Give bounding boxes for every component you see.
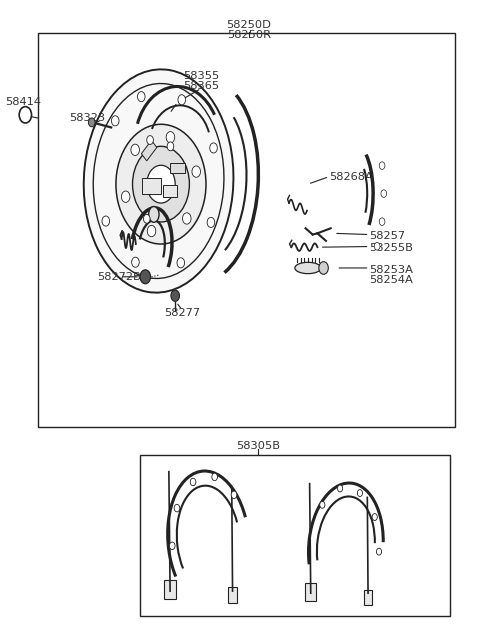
Bar: [364, 590, 372, 605]
Circle shape: [178, 95, 186, 105]
Circle shape: [102, 216, 109, 226]
Circle shape: [376, 548, 382, 555]
Circle shape: [372, 513, 377, 520]
Ellipse shape: [149, 206, 159, 222]
Circle shape: [19, 106, 32, 123]
Circle shape: [137, 92, 145, 102]
Bar: [228, 587, 238, 603]
Ellipse shape: [93, 84, 224, 279]
Circle shape: [357, 490, 362, 496]
Circle shape: [147, 225, 156, 237]
Circle shape: [166, 132, 175, 143]
Circle shape: [167, 142, 174, 151]
Text: 58305B: 58305B: [236, 441, 280, 451]
Text: 58414: 58414: [5, 97, 41, 107]
Circle shape: [319, 261, 328, 274]
Text: 58250D: 58250D: [226, 20, 271, 30]
Text: 58323: 58323: [70, 113, 106, 123]
Bar: [142, 178, 161, 194]
Circle shape: [212, 473, 217, 480]
Circle shape: [147, 165, 175, 203]
Bar: [38, 33, 455, 427]
Ellipse shape: [84, 70, 233, 292]
Circle shape: [379, 218, 385, 225]
Circle shape: [374, 242, 380, 250]
Circle shape: [88, 118, 95, 127]
Circle shape: [147, 135, 154, 144]
Circle shape: [231, 491, 237, 499]
Circle shape: [131, 144, 139, 156]
Circle shape: [192, 166, 201, 177]
Circle shape: [182, 213, 191, 224]
Text: 58257: 58257: [370, 231, 406, 241]
Circle shape: [337, 485, 343, 492]
Circle shape: [132, 146, 190, 222]
Circle shape: [171, 290, 180, 301]
Circle shape: [111, 116, 119, 126]
Text: 58254A: 58254A: [370, 275, 413, 285]
Text: 58250R: 58250R: [227, 30, 271, 40]
Circle shape: [144, 215, 150, 223]
Bar: [163, 185, 177, 197]
Bar: [164, 580, 176, 599]
Circle shape: [210, 143, 217, 153]
Circle shape: [379, 162, 385, 170]
Bar: [170, 163, 185, 173]
Circle shape: [132, 257, 139, 267]
Circle shape: [116, 124, 206, 244]
Text: 58365: 58365: [183, 81, 219, 91]
Text: 58255B: 58255B: [370, 244, 413, 253]
Circle shape: [140, 270, 151, 284]
Circle shape: [177, 258, 185, 268]
Bar: [305, 584, 316, 601]
Circle shape: [207, 217, 215, 227]
Circle shape: [190, 478, 196, 486]
Text: 58277: 58277: [164, 308, 200, 318]
Text: 58268A: 58268A: [329, 172, 373, 182]
Circle shape: [169, 542, 175, 549]
Circle shape: [381, 190, 386, 197]
Circle shape: [174, 505, 180, 512]
Text: 58355: 58355: [183, 71, 219, 81]
Text: 58253A: 58253A: [370, 265, 413, 275]
Bar: [142, 141, 157, 161]
Circle shape: [320, 501, 325, 508]
Bar: [140, 455, 450, 616]
Text: 58272B: 58272B: [97, 272, 141, 282]
Ellipse shape: [295, 262, 321, 273]
Circle shape: [121, 191, 130, 203]
